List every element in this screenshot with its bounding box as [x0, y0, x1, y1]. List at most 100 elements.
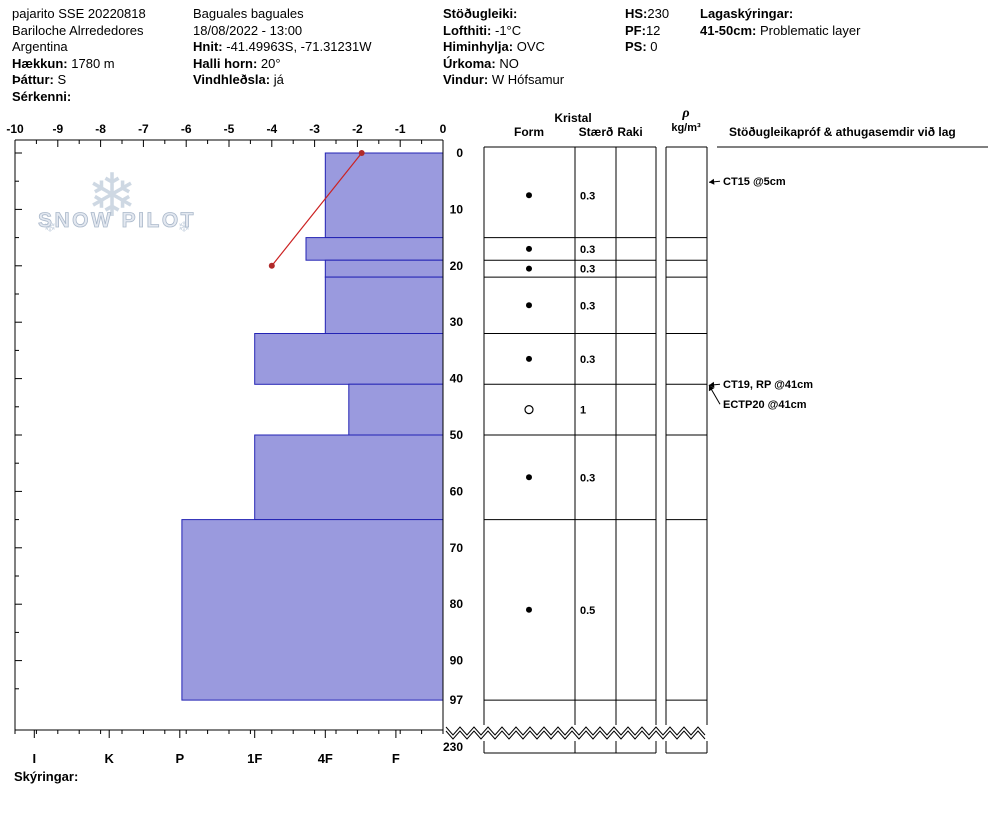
crystal-size-value: 0.3 [580, 300, 595, 312]
layer-note-text: Problematic layer [760, 22, 861, 38]
crystal-size-value: 0.3 [580, 244, 595, 256]
total-depth-label: 230 [443, 740, 463, 754]
pit-region: Bariloche Alrrededores [12, 22, 144, 38]
depth-label: 10 [450, 202, 464, 216]
layer-bar [254, 434, 444, 521]
sky-line: Himinhylja: OVC [443, 39, 564, 56]
layer-bar [324, 276, 444, 335]
header-location-block: pajarito SSE 20220818 Bariloche Alrreded… [12, 6, 146, 105]
hardness-label: F [392, 751, 400, 766]
hs-label: HS: [625, 6, 648, 21]
temp-axis-label: 0 [440, 122, 447, 136]
header-layer-notes-block: Lagaskýringar: 41-50cm: Problematic laye… [700, 6, 860, 39]
layer-note-item: 41-50cm: Problematic layer [700, 23, 860, 40]
aspect-line: Þáttur: S [12, 72, 146, 89]
hardness-label: I [32, 751, 36, 766]
elevation-line: Hækkun: 1780 m [12, 56, 146, 73]
crystal-size-value: 0.3 [580, 190, 595, 202]
wind-value: W Hófsamur [491, 72, 565, 87]
density-symbol-header: ρ [681, 106, 689, 121]
legend-label: Skýringar: [14, 769, 79, 784]
layer-bar [348, 383, 444, 436]
crystal-size-value: 0.3 [580, 264, 595, 276]
windload-line: Vindhleðsla: já [193, 72, 372, 89]
hs-value: 230 [647, 6, 670, 21]
crystal-form-dot-icon [526, 302, 532, 309]
temp-axis-label: -6 [181, 122, 192, 136]
annotation-arrowhead-icon [708, 385, 715, 392]
wind-line: Vindur: W Hófsamur [443, 72, 564, 89]
depth-label: 60 [450, 484, 464, 498]
slope-line: Halli horn: 20° [193, 56, 372, 73]
site-name: Baguales baguales [193, 6, 304, 21]
layer-bar [305, 237, 444, 261]
depth-label: 97 [450, 693, 464, 707]
annotation-text: CT19, RP @41cm [723, 379, 813, 391]
chart-generated-layer: -10 -9 -8 -7 -6 -5 -4 -3 -2 -1 0I K P 1F 4F F0102030405… [6, 122, 988, 766]
sky-value: OVC [516, 39, 545, 54]
windload-value: já [273, 72, 284, 87]
density-unit-header: kg/m³ [671, 122, 701, 134]
temp-axis-label: -1 [395, 122, 406, 136]
header-site-block: Baguales baguales 18/08/2022 - 13:00 Hni… [193, 6, 372, 89]
crystal-form-dot-icon [526, 474, 532, 481]
windload-label: Vindhleðsla: [193, 72, 271, 87]
watermark-snowflake-icon: ❄ [87, 162, 137, 229]
pit-title: pajarito SSE 20220818 [12, 6, 146, 21]
elevation-label: Hækkun: [12, 55, 68, 71]
pf-value: 12 [645, 22, 661, 38]
special-line: Sérkenni: [12, 89, 146, 106]
crystal-size-value: 0.5 [580, 605, 595, 617]
temp-axis-label: -5 [224, 122, 235, 136]
annotation-text: CT15 @5cm [723, 176, 786, 188]
wind-label: Vindur: [443, 72, 489, 87]
crystal-form-circle-icon [524, 405, 534, 415]
layer-bar [324, 152, 444, 239]
scale-break-zigzag [445, 726, 706, 736]
special-label: Sérkenni: [12, 88, 72, 104]
header-weather-block: Stöðugleiki: Lofthiti: -1°C Himinhylja: … [443, 6, 564, 89]
hardness-label: 1F [247, 751, 262, 766]
depth-label: 90 [450, 654, 464, 668]
crystal-size-value: 1 [580, 405, 586, 417]
crystal-size-value: 0.3 [580, 354, 595, 366]
layer-bar [254, 333, 444, 385]
crystal-form-dot-icon [526, 245, 532, 252]
precip-value: NO [499, 55, 519, 71]
airtemp-value: -1°C [495, 22, 522, 38]
moisture-column-header: Raki [617, 125, 642, 139]
size-column-header: Stærð [579, 125, 614, 139]
crystal-form-dot-icon [526, 355, 532, 362]
temp-axis-label: -4 [266, 122, 277, 136]
watermark-text: SNOW PILOT [38, 209, 196, 232]
annotation-arrowhead-icon [709, 178, 715, 185]
coords-line: Hnit: -41.49963S, -71.31231W [193, 39, 372, 56]
depth-label: 30 [450, 315, 464, 329]
depth-label: 0 [456, 146, 463, 160]
depth-label: 80 [450, 597, 464, 611]
scale-break-zigzag [445, 730, 706, 740]
coords-value: -41.49963S, -71.31231W [226, 39, 372, 54]
temp-axis-label: -2 [352, 122, 363, 136]
temp-axis-label: -8 [95, 122, 106, 136]
ps-line: PS: 0 [625, 39, 669, 56]
sky-label: Himinhylja: [443, 39, 514, 54]
crystal-form-dot-icon [526, 606, 532, 613]
pf-label: PF: [625, 22, 646, 38]
stability-label: Stöðugleiki: [443, 6, 518, 21]
pit-country: Argentina [12, 39, 68, 54]
temp-axis-label: -3 [309, 122, 320, 136]
depth-label: 70 [450, 541, 464, 555]
watermark-snowflake-small-icon: ❄ [178, 219, 191, 236]
crystal-form-dot-icon [526, 192, 532, 199]
airtemp-line: Lofthiti: -1°C [443, 23, 564, 40]
layer-note-range: 41-50cm: [700, 22, 757, 38]
stability-line: Stöðugleiki: [443, 6, 564, 23]
depth-label: 50 [450, 428, 464, 442]
temp-profile-line [271, 152, 363, 267]
layer-bar [181, 519, 444, 701]
elevation-value: 1780 m [71, 55, 115, 71]
watermark-snowflake-small-icon: ❄ [44, 219, 57, 236]
hardness-label: 4F [318, 751, 333, 766]
coords-label: Hnit: [193, 39, 223, 54]
